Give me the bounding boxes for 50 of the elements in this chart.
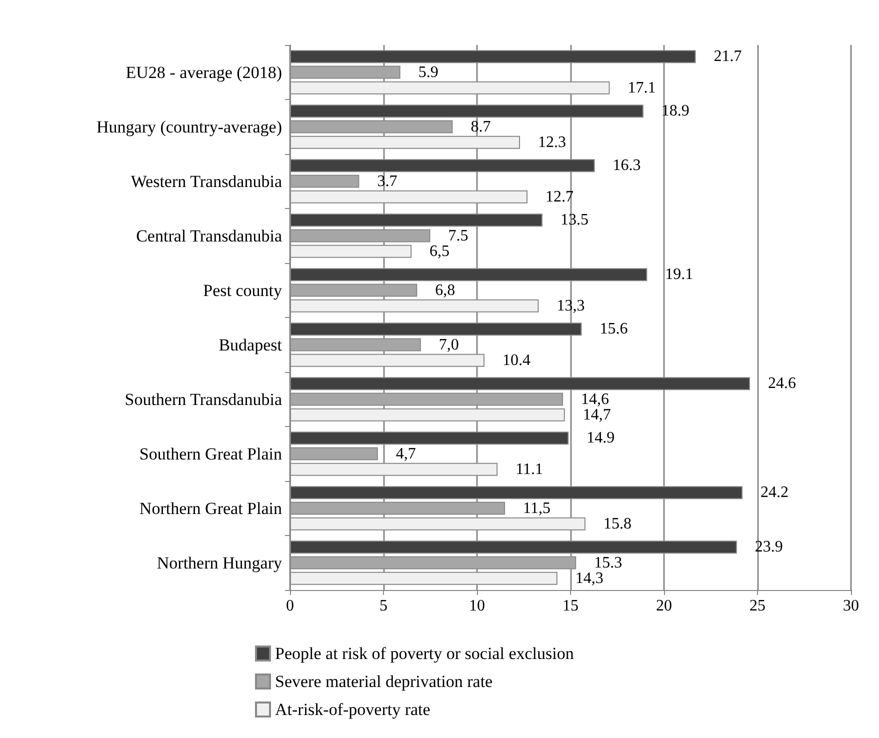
data-label: 14,3 <box>575 570 604 587</box>
data-label: 12.7 <box>545 188 574 206</box>
data-label: 14,6 <box>581 390 610 408</box>
data-label: 13,3 <box>556 297 585 314</box>
y-tick-label: Pest county <box>203 280 282 300</box>
data-label: 15.3 <box>594 554 622 572</box>
y-tick-label: EU28 - average (2018) <box>126 62 282 82</box>
data-label: 7,0 <box>438 336 459 354</box>
data-label: 4,7 <box>396 445 416 462</box>
data-label: 14.9 <box>586 430 615 447</box>
y-tick-label: Southern Great Plain <box>139 444 282 464</box>
y-tick-label: Hungary (country-average) <box>96 117 282 136</box>
x-tick-label: 10 <box>469 598 485 614</box>
data-label: 8.7 <box>470 118 491 136</box>
legend-label: Severe material deprivation rate <box>275 672 493 691</box>
data-label: 16.3 <box>612 157 641 174</box>
data-label: 17.1 <box>628 79 656 96</box>
y-tick-label: Budapest <box>218 335 282 354</box>
data-label: 10.4 <box>502 352 530 369</box>
data-label: 11.1 <box>516 460 543 478</box>
y-tick-label: Western Transdanubia <box>130 172 282 191</box>
x-tick-label: 25 <box>750 598 766 614</box>
x-tick-label: 30 <box>843 598 859 614</box>
data-label: 24.2 <box>760 484 789 502</box>
data-label: 19.1 <box>665 266 694 284</box>
data-label: 13.5 <box>560 212 588 229</box>
data-label: 6,8 <box>435 282 456 299</box>
y-tick-label: Northern Great Plain <box>139 498 282 518</box>
x-tick-label: 5 <box>380 598 388 614</box>
data-label: 15.8 <box>603 515 632 532</box>
data-label: 5.9 <box>418 64 438 81</box>
data-label: 21.7 <box>714 48 742 66</box>
data-label: 18.9 <box>661 102 690 120</box>
legend-label: People at risk of poverty or social exclusion <box>275 644 574 663</box>
data-label: 24.6 <box>768 375 796 392</box>
y-tick-label: Northern Hungary <box>156 553 282 572</box>
data-label: 23.9 <box>754 538 783 556</box>
data-label: 15.6 <box>600 320 628 338</box>
data-label: 6,5 <box>430 242 450 260</box>
data-label: 3.7 <box>377 172 398 190</box>
y-tick-label: Southern Transdanubia <box>124 390 282 409</box>
data-label: 14,7 <box>582 406 611 424</box>
data-label: 11,5 <box>523 500 550 517</box>
data-label: 7.5 <box>448 227 468 244</box>
x-tick-label: 20 <box>656 598 672 614</box>
x-tick-label: 15 <box>562 598 578 614</box>
legend-label: At-risk-of-poverty rate <box>275 700 430 719</box>
x-tick-label: 0 <box>286 598 294 614</box>
data-label: 12.3 <box>538 134 566 151</box>
y-tick-label: Central Transdanubia <box>136 226 282 246</box>
